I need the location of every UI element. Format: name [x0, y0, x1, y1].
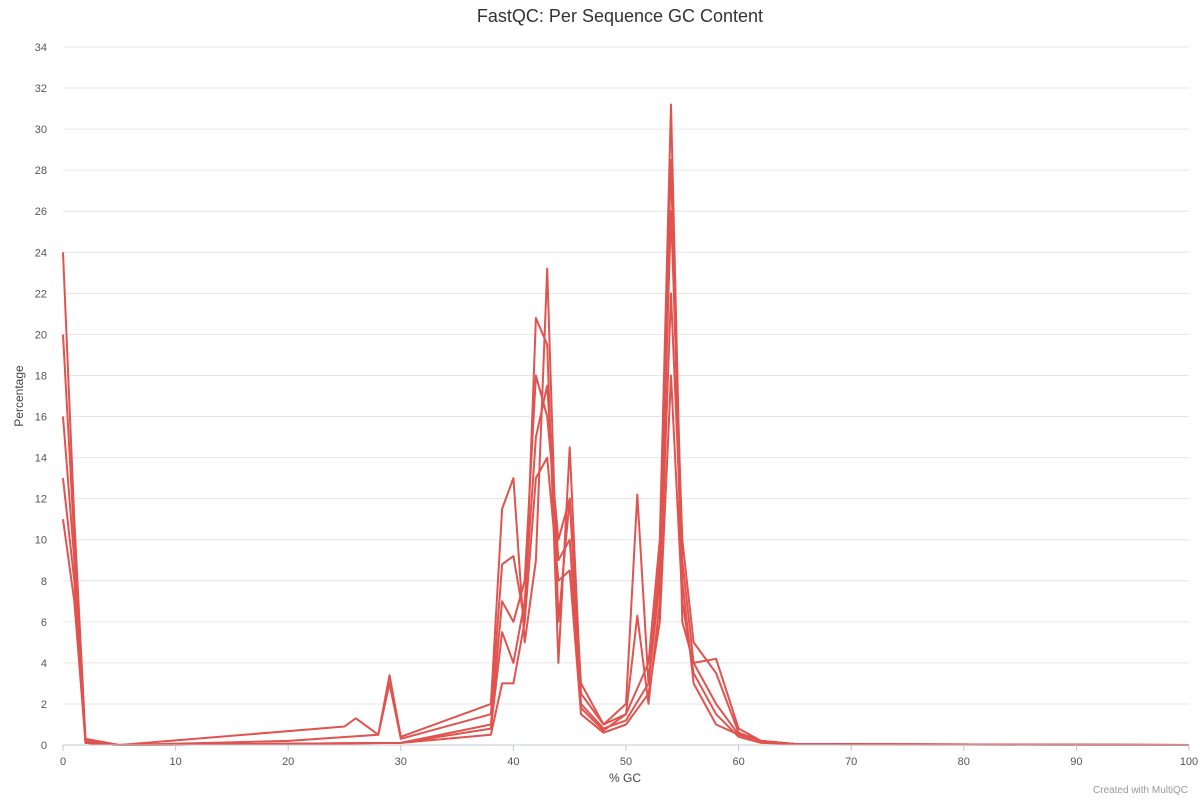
y-tick-label: 0 — [41, 740, 47, 752]
y-tick-label: 12 — [35, 494, 47, 506]
y-tick-label: 34 — [35, 42, 47, 54]
y-tick-label: 16 — [35, 412, 47, 424]
x-axis: 0 10 20 30 40 50 60 70 80 90 100 — [60, 744, 1198, 768]
series-line-4[interactable] — [62, 292, 1190, 746]
y-tick-label: 2 — [41, 699, 47, 711]
y-tick-label: 28 — [35, 165, 47, 177]
series-line-5[interactable] — [62, 374, 1190, 746]
x-tick-label: 50 — [620, 756, 632, 768]
x-tick-label: 90 — [1070, 756, 1082, 768]
y-tick-label: 22 — [35, 288, 47, 300]
chart-title: FastQC: Per Sequence GC Content — [476, 6, 764, 26]
gridlines — [63, 46, 1189, 746]
series-line-2[interactable] — [62, 158, 1190, 746]
x-tick-label: 60 — [732, 756, 744, 768]
y-tick-label: 32 — [35, 83, 47, 95]
series-line-1[interactable] — [62, 103, 1190, 746]
y-tick-label: 6 — [41, 617, 47, 629]
y-axis-title: Percentage — [12, 365, 26, 427]
y-tick-label: 8 — [41, 576, 47, 588]
x-tick-label: 20 — [282, 756, 294, 768]
series-layer — [62, 103, 1190, 746]
x-tick-label: 80 — [958, 756, 970, 768]
y-tick-label: 30 — [35, 124, 47, 136]
x-tick-label: 40 — [507, 756, 519, 768]
x-tick-label: 100 — [1180, 756, 1198, 768]
y-tick-label: 24 — [35, 247, 47, 259]
x-axis-title: % GC — [609, 771, 641, 785]
x-tick-label: 70 — [845, 756, 857, 768]
y-tick-label: 4 — [41, 658, 47, 670]
y-tick-label: 26 — [35, 206, 47, 218]
x-tick-label: 10 — [169, 756, 181, 768]
series-line-3[interactable] — [62, 210, 1190, 746]
y-tick-label: 10 — [35, 535, 47, 547]
x-tick-label: 0 — [60, 756, 66, 768]
y-tick-label: 20 — [35, 329, 47, 341]
x-tick-label: 30 — [395, 756, 407, 768]
credit-link[interactable]: Created with MultiQC — [1092, 785, 1188, 796]
y-tick-label: 14 — [35, 453, 47, 465]
y-tick-label: 18 — [35, 370, 47, 382]
